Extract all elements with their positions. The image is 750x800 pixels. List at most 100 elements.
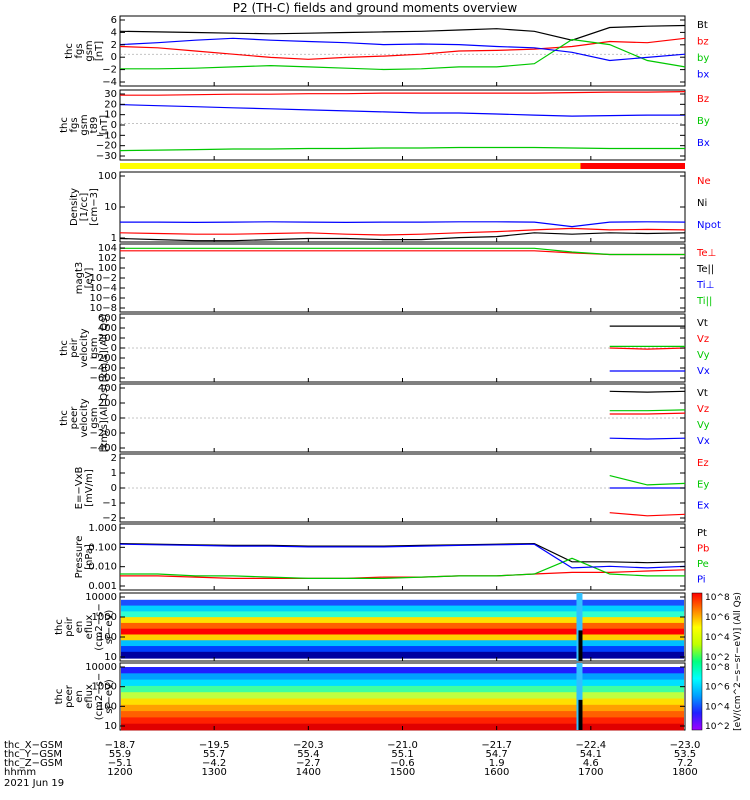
heatmap-band-peer-eflux-2: [121, 679, 684, 687]
legend-pressure-3: Pi: [697, 575, 706, 586]
series-fgs-gsm-bz: [119, 37, 686, 60]
legend-peir-velocity-0: Vt: [697, 318, 708, 329]
legend-peer-velocity-3: Vx: [697, 436, 710, 447]
ytick-label-peir-velocity-2: 200: [98, 333, 117, 344]
xrow-value-1-0: 55.9: [109, 749, 131, 760]
ytick-label-peir-velocity-5: −400: [90, 363, 117, 374]
ylabel-line-fgs-gsm-2: gsm: [84, 40, 95, 61]
legend-pressure-0: Pt: [697, 528, 707, 539]
xrow-value-1-1: 55.7: [203, 749, 225, 760]
ylabel-line-peer-velocity-4: [km/s](All Qs): [99, 384, 110, 452]
ytick-label-fgs-gsm-tsy-2: 10: [104, 110, 117, 121]
ylabel-line-peer-velocity-1: peer: [69, 406, 80, 430]
heatmap-gap-peir-eflux: [576, 593, 583, 661]
xrow-value-2-6: 7.2: [677, 758, 693, 769]
xrow-label-0: thc_X−GSM: [4, 740, 63, 751]
xrow-value-2-4: 1.9: [489, 758, 505, 769]
ytick-label-density-0: 100: [98, 171, 117, 182]
xrow-value-2-5: 4.6: [583, 758, 599, 769]
ylabel-line-peer-eflux-1: peer: [64, 684, 75, 708]
ylabel-fgs-gsm: thc fgs gsm [nT]: [64, 40, 105, 61]
xrow-value-0-2: −20.3: [293, 740, 324, 751]
ylabel-line-peer-eflux-4: (cm2−s−: [94, 673, 105, 720]
legend-pressure-1: Pb: [697, 544, 709, 555]
ytick-label-peir-eflux-3: 10: [104, 652, 117, 663]
legend-fgs-gsm-2: by: [697, 53, 709, 64]
ytick-label-magt3-5: 10−6: [90, 293, 117, 304]
series-magt3-ti: [120, 247, 685, 256]
legend-e-field-0: Ez: [697, 458, 709, 469]
legend-e-field-1: Ey: [697, 479, 709, 490]
colorbar-tick-0-1: 10^6: [705, 613, 730, 623]
xrow-value-2-1: −4.2: [202, 758, 226, 769]
ytick-label-fgs-gsm-tsy-3: 0: [111, 120, 117, 131]
ytick-label-peir-eflux-2: 100: [98, 632, 117, 643]
ytick-label-peir-velocity-4: −200: [90, 353, 117, 364]
ylabel-line-peir-velocity-1: peir: [69, 337, 80, 357]
panel-frame-density: [119, 171, 686, 243]
xrow-value-1-6: 53.5: [674, 749, 696, 760]
heatmap-band-peer-eflux-7: [121, 711, 684, 718]
legend-fgs-gsm-0: Bt: [697, 20, 708, 31]
ytick-label-peer-eflux-3: 10: [104, 721, 117, 732]
ylabel-line-pressure-0: Pressure: [74, 536, 85, 579]
ylabel-density: Density [1/cc] [cm−3]: [69, 188, 100, 226]
plot-title: P2 (TH-C) fields and ground moments over…: [232, 1, 518, 15]
heatmap-band-peer-eflux-8: [121, 717, 684, 725]
colorbar-tick-1-3: 10^2: [705, 722, 730, 732]
ylabel-line-peir-eflux-4: (cm2−s−: [94, 603, 105, 650]
series-peir-velocity-vz: [609, 347, 686, 350]
ylabel-line-peir-eflux-2: en: [74, 621, 85, 634]
legend-peir-velocity-1: Vz: [697, 334, 709, 345]
series-fgs-gsm-tsy-bz: [120, 91, 686, 96]
series-peer-velocity-vz: [609, 412, 686, 415]
ylabel-line-fgs-gsm-tsy-1: fgs: [69, 117, 80, 132]
ytick-label-peer-velocity-0: 400: [98, 383, 117, 394]
legend-magt3-0: Te⊥: [696, 248, 716, 259]
legend-density-0: Ne: [697, 176, 711, 187]
ytick-label-magt3-4: 10−4: [90, 283, 117, 294]
ytick-label-peir-eflux-0: 10000: [85, 592, 117, 603]
panel-frame-fgs-gsm: [119, 15, 686, 87]
series-fgs-gsm-tsy-bx: [119, 104, 685, 117]
heatmap-band-peir-eflux-6: [121, 634, 684, 642]
xrow-value-3-1: 1300: [201, 767, 226, 778]
heatmap-band-peir-eflux-9: [121, 651, 684, 659]
ytick-label-e-field-2: 0: [111, 483, 117, 494]
heatmap-band-peer-eflux-0: [121, 667, 684, 674]
xrow-value-1-3: 55.1: [391, 749, 413, 760]
ytick-label-e-field-4: −2: [102, 513, 117, 524]
heatmap-band-peir-eflux-0: [121, 599, 684, 607]
ytick-label-fgs-gsm-tsy-6: −30: [96, 151, 117, 162]
legend-peer-velocity-1: Vz: [697, 404, 709, 415]
heatmap-band-peer-eflux-5: [121, 698, 684, 706]
ytick-label-fgs-gsm-tsy-0: 30: [104, 89, 117, 100]
xrow-label-1: thc_Y−GSM: [4, 749, 62, 760]
ylabel-line-fgs-gsm-1: fgs: [74, 43, 85, 58]
series-density-ne: [119, 227, 686, 236]
legend-pressure-2: Pe: [697, 559, 709, 570]
heatmap-band-peir-eflux-2: [121, 611, 684, 619]
ylabel-line-peir-velocity-4: [km/s](All Qs): [99, 314, 110, 382]
legend-peer-velocity-2: Vy: [697, 420, 710, 431]
heatmap-band-peir-eflux-4: [121, 622, 684, 630]
heatmap-gap-dark-peir-eflux: [578, 630, 583, 661]
ylabel-line-peir-eflux-5: sr−eV): [104, 610, 115, 645]
ylabel-line-peir-eflux-3: eflux: [84, 615, 95, 640]
colorbar: [691, 592, 703, 731]
ylabel-peer-eflux: thc peer en eflux (cm2−s− sr−eV): [54, 673, 115, 720]
date-label: 2021 Jun 19: [4, 778, 64, 789]
heatmap-band-peir-eflux-3: [121, 617, 684, 624]
ytick-label-fgs-gsm-4: −2: [102, 65, 117, 76]
xrow-value-3-6: 1800: [672, 767, 697, 778]
colorbar-tick-1-0: 10^8: [705, 663, 730, 673]
ylabel-line-fgs-gsm-tsy-2: gsm: [79, 114, 90, 135]
legend-magt3-2: Ti⊥: [696, 280, 714, 291]
heatmap-band-peir-eflux-1: [121, 605, 684, 613]
ylabel-line-magt3-0: magt3: [74, 262, 85, 295]
colorbar-tick-1-1: 10^6: [705, 683, 730, 693]
ytick-label-fgs-gsm-1: 4: [111, 27, 117, 38]
colorbar-tick-0-0: 10^8: [705, 593, 730, 603]
ytick-label-peir-velocity-3: 0: [111, 343, 117, 354]
ylabel-line-fgs-gsm-0: thc: [64, 43, 75, 59]
